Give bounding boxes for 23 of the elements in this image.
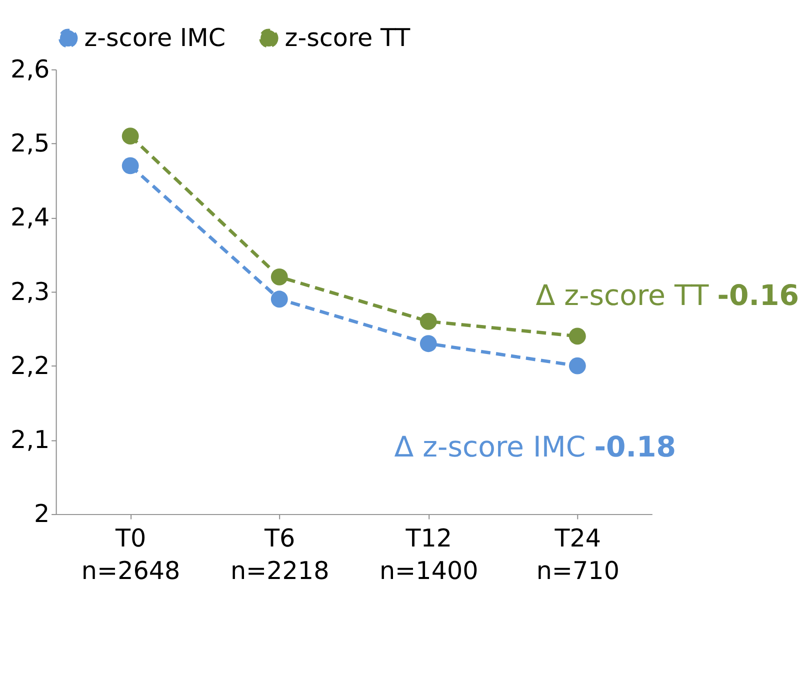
y-tick-label: 2,6 — [10, 54, 50, 84]
y-tick-label: 2,5 — [10, 128, 50, 158]
point — [270, 290, 288, 308]
annotation: Δ z-score IMC -0.18 — [394, 430, 676, 464]
legend-label: z-score TT — [284, 22, 412, 52]
point — [122, 157, 139, 174]
x-tick-label: T0 n=2648 — [81, 524, 180, 585]
y-tick-label: 2,4 — [10, 202, 50, 232]
y-tick-label: 2,3 — [10, 276, 50, 306]
x-tick-label: T12 n=1400 — [379, 524, 478, 585]
annotation: Δ z-score TT -0.16 — [536, 278, 800, 312]
point — [568, 357, 586, 374]
point — [420, 335, 437, 352]
x-tick-label: T24 n=710 — [536, 524, 620, 585]
y-tick-label: 2,2 — [10, 350, 50, 380]
x-tick-label: T6 n=2218 — [230, 524, 330, 585]
y-tick-label: 2 — [34, 499, 50, 528]
y-tick-label: 2,1 — [10, 425, 50, 454]
point — [568, 328, 586, 345]
point — [122, 128, 139, 145]
point — [270, 268, 288, 286]
point — [420, 312, 437, 330]
legend-label: z-score IMC — [84, 22, 226, 52]
